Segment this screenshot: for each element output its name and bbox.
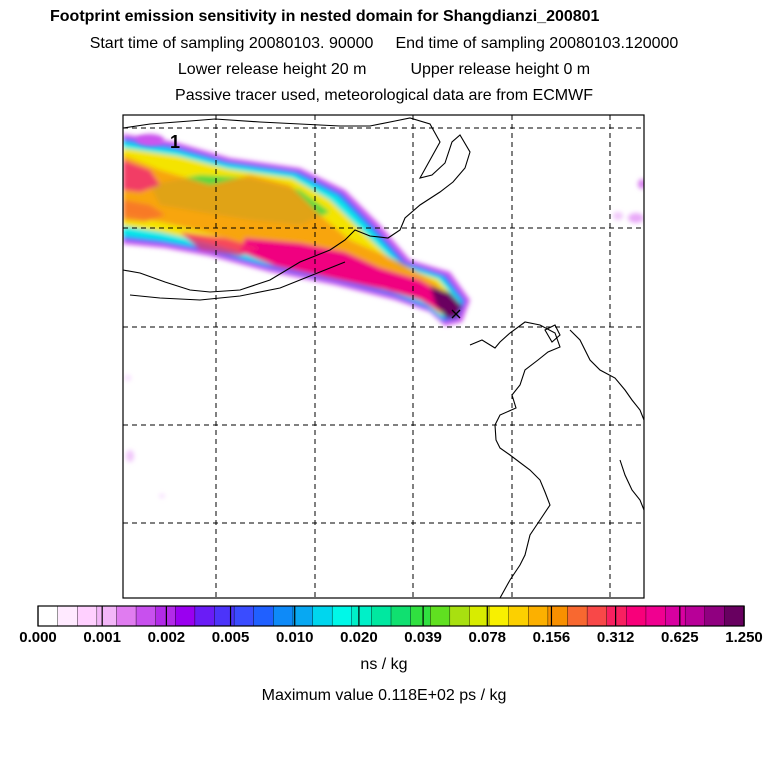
sampling-time-line: Start time of sampling 20080103. 90000 En…: [0, 35, 768, 53]
lower-release-label: Lower release height 20 m: [177, 61, 367, 78]
colorbar-cell: [214, 605, 235, 627]
release-height-line: Lower release height 20 m Upper release h…: [0, 61, 768, 79]
tracer-info: Passive tracer used, meteorological data…: [175, 87, 593, 104]
colorbar-unit: ns / kg: [360, 656, 408, 673]
colorbar-cell: [253, 605, 275, 627]
colorbar-tick-label: 1.250: [725, 629, 763, 646]
colorbar-cell: [684, 605, 706, 627]
border-line: [129, 261, 346, 301]
colorbar-cell: [665, 605, 686, 627]
colorbar-tick-label: 0.156: [532, 629, 571, 646]
colorbar-cell: [57, 605, 78, 627]
colorbar-cell: [469, 605, 490, 627]
colorbar-cell: [135, 605, 157, 627]
plume-layer-magenta: [240, 238, 452, 312]
coastline-peninsula: [569, 329, 644, 421]
colorbar-cell: [371, 605, 392, 627]
colorbar-tick-label: 0.625: [661, 629, 699, 646]
colorbar-cell: [96, 605, 118, 627]
colorbar-cell: [233, 605, 255, 627]
colorbar-cell: [331, 605, 353, 627]
colorbar-tick-label: 0.039: [404, 629, 442, 646]
release-point-label: 1: [170, 132, 180, 152]
coastline-north: [123, 117, 471, 293]
colorbar-cell: [528, 605, 549, 627]
colorbar-cell: [37, 605, 59, 627]
colorbar-tick-label: 0.000: [19, 629, 57, 646]
colorbar-cell: [194, 605, 216, 627]
colorbar-tick-label: 0.001: [83, 629, 121, 646]
colorbar-cell: [626, 605, 647, 627]
colorbar-cell: [488, 605, 510, 627]
colorbar-cell: [351, 605, 373, 627]
upper-release-label: Upper release height 0 m: [410, 61, 591, 78]
colorbar-cell: [724, 605, 745, 627]
coastline-borders: [123, 117, 644, 598]
colorbar-cell: [312, 605, 333, 627]
plot-title: Footprint emission sensitivity in nested…: [50, 8, 600, 25]
colorbar-cell: [77, 605, 98, 627]
colorbar-cell: [292, 605, 314, 627]
colorbar-cell: [155, 605, 176, 627]
colorbar-cells: [37, 605, 745, 627]
colorbar-tick-label: 0.078: [468, 629, 507, 646]
sensitivity-plume: [123, 134, 470, 326]
grid-lines: [123, 115, 644, 598]
plume-layer-tail-pink: [180, 232, 260, 256]
plume-layer-left-orange: [123, 200, 165, 222]
colorbar-cell: [175, 605, 196, 627]
colorbar-cell: [567, 605, 588, 627]
release-site-marker: [451, 309, 461, 319]
sensitivity-speckles: [125, 134, 644, 498]
colorbar-cell: [390, 605, 412, 627]
colorbar-cell: [586, 605, 608, 627]
colorbar-tick-label: 0.005: [211, 629, 250, 646]
colorbar: [37, 605, 745, 627]
map-frame: [122, 114, 645, 599]
colorbar-cell: [508, 605, 529, 627]
coastline-island: [544, 324, 561, 343]
plume-layer-left-magenta: [123, 160, 160, 192]
coastline-south: [619, 459, 644, 511]
start-time-label: Start time of sampling 20080103. 90000: [89, 35, 374, 52]
colorbar-cell: [704, 605, 726, 627]
colorbar-cell: [606, 605, 628, 627]
colorbar-frame: [37, 605, 745, 627]
end-time-label: End time of sampling 20080103.120000: [395, 35, 679, 52]
colorbar-tick-label: 0.312: [596, 629, 635, 646]
colorbar-cell: [116, 605, 137, 627]
colorbar-cell: [273, 605, 294, 627]
maximum-value-label: Maximum value 0.118E+02 ps / kg: [261, 687, 507, 704]
colorbar-cell: [449, 605, 471, 627]
colorbar-tick-label: 0.020: [340, 629, 378, 646]
colorbar-cell: [645, 605, 667, 627]
colorbar-cell: [410, 605, 431, 627]
plume-layer-dark: [430, 286, 462, 318]
colorbar-cell: [430, 605, 451, 627]
colorbar-tick-label: 0.010: [275, 629, 314, 646]
colorbar-tick-label: 0.002: [147, 629, 186, 646]
